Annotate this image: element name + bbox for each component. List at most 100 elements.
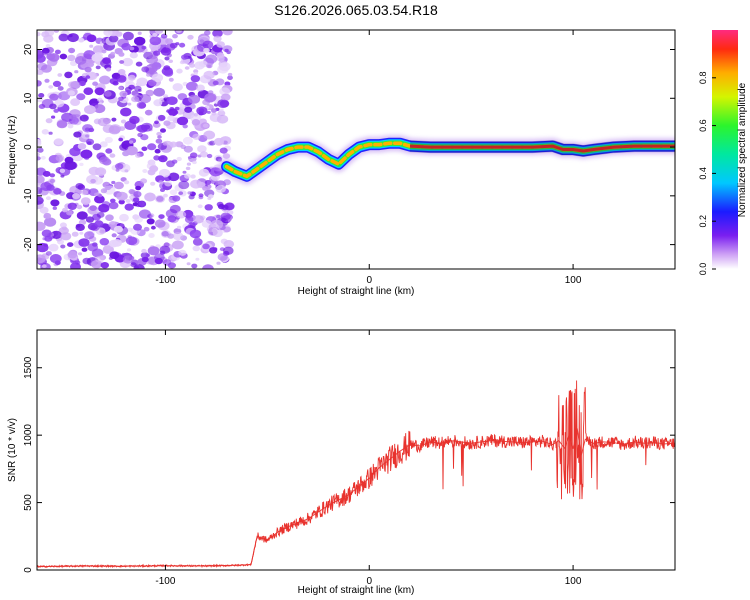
noise-blob <box>75 183 84 190</box>
noise-blob <box>59 53 68 60</box>
noise-blob <box>37 69 44 75</box>
noise-blob <box>176 210 187 219</box>
noise-blob <box>42 170 51 177</box>
noise-blob <box>41 264 47 268</box>
noise-blob <box>138 209 151 219</box>
noise-blob <box>67 54 76 62</box>
noise-blob <box>147 143 157 151</box>
y-tick-label: 1500 <box>23 356 34 379</box>
noise-blob <box>203 130 216 140</box>
ridge-peak <box>409 144 675 153</box>
noise-blob <box>37 152 40 157</box>
noise-blob <box>119 60 125 64</box>
spectrogram-frame <box>36 29 676 270</box>
noise-blob <box>122 92 127 96</box>
noise-blob <box>202 243 210 250</box>
noise-blob <box>153 99 163 107</box>
noise-blob <box>54 99 65 108</box>
snr-series <box>37 380 675 569</box>
noise-blob <box>64 160 77 171</box>
noise-blob <box>125 198 131 203</box>
noise-blob <box>157 135 162 139</box>
noise-blob <box>49 93 59 101</box>
noise-blob <box>153 50 161 56</box>
noise-blob <box>70 98 81 106</box>
noise-blob <box>151 225 156 230</box>
noise-blob <box>133 264 145 269</box>
noise-blob <box>87 205 99 215</box>
noise-blob <box>215 184 226 193</box>
noise-blob <box>43 212 52 219</box>
noise-blob <box>219 108 224 112</box>
snr-y-label: SNR (10 * v/v) <box>7 418 18 482</box>
noise-blob <box>198 193 204 198</box>
noise-blob <box>73 131 82 138</box>
noise-blob <box>186 81 198 91</box>
noise-blob <box>103 30 113 37</box>
noise-blob <box>202 186 209 191</box>
noise-blob <box>94 192 99 196</box>
noise-blob <box>53 30 60 33</box>
spectrogram-x-label: Height of straight line (km) <box>298 286 415 297</box>
noise-blob <box>172 240 184 250</box>
noise-blob <box>72 193 81 200</box>
noise-blob <box>68 81 77 88</box>
noise-blob <box>207 197 212 200</box>
noise-blob <box>75 56 87 65</box>
noise-blob <box>192 160 197 165</box>
noise-blob <box>135 82 142 87</box>
noise-blob <box>38 93 45 98</box>
noise-blob <box>48 131 53 135</box>
y-tick-label: -10 <box>23 188 34 203</box>
noise-blob <box>89 44 94 48</box>
noise-blob <box>128 74 136 81</box>
noise-blob <box>142 169 148 173</box>
noise-blob <box>76 93 86 101</box>
noise-blob <box>67 251 78 259</box>
snr-x-ticks: -100 0 100 <box>155 330 582 587</box>
noise-blob <box>167 215 177 223</box>
noise-blob <box>204 204 213 211</box>
noise-blob <box>196 106 208 116</box>
colorbar-tick-label: 0.4 <box>698 167 708 180</box>
noise-blob <box>116 75 127 83</box>
noise-blob <box>175 30 182 33</box>
noise-blob <box>54 138 63 146</box>
noise-blob <box>37 32 41 37</box>
noise-blob <box>189 152 198 159</box>
noise-blob <box>45 196 51 201</box>
noise-blob <box>160 33 168 39</box>
noise-blob <box>183 145 193 153</box>
noise-blob <box>120 177 127 182</box>
noise-blob <box>54 49 61 55</box>
noise-blob <box>163 65 171 71</box>
noise-blob <box>37 54 46 63</box>
noise-blob <box>189 229 202 239</box>
noise-blob <box>178 191 184 195</box>
noise-blob <box>59 168 66 173</box>
noise-blob <box>99 229 105 234</box>
noise-blob <box>37 175 45 184</box>
noise-blob <box>191 119 201 126</box>
noise-blob <box>84 66 92 73</box>
noise-blob <box>168 172 180 182</box>
noise-blob <box>113 181 124 190</box>
noise-blob <box>188 194 195 200</box>
noise-blob <box>71 231 79 237</box>
noise-blob <box>168 59 173 63</box>
noise-blob <box>104 91 112 97</box>
noise-blob <box>206 63 213 69</box>
noise-blob <box>115 163 124 170</box>
noise-blob <box>52 80 62 87</box>
noise-blob <box>159 245 171 254</box>
x-tick-label: 0 <box>366 275 372 286</box>
noise-blob <box>159 168 171 178</box>
noise-blob <box>209 113 222 123</box>
noise-blob <box>37 138 42 145</box>
noise-blob <box>203 70 215 80</box>
noise-blob <box>45 251 52 256</box>
noise-blob <box>150 181 156 186</box>
ridge-yellow <box>224 141 675 179</box>
y-tick-label: 10 <box>23 92 34 104</box>
x-tick-label: -100 <box>155 576 175 587</box>
